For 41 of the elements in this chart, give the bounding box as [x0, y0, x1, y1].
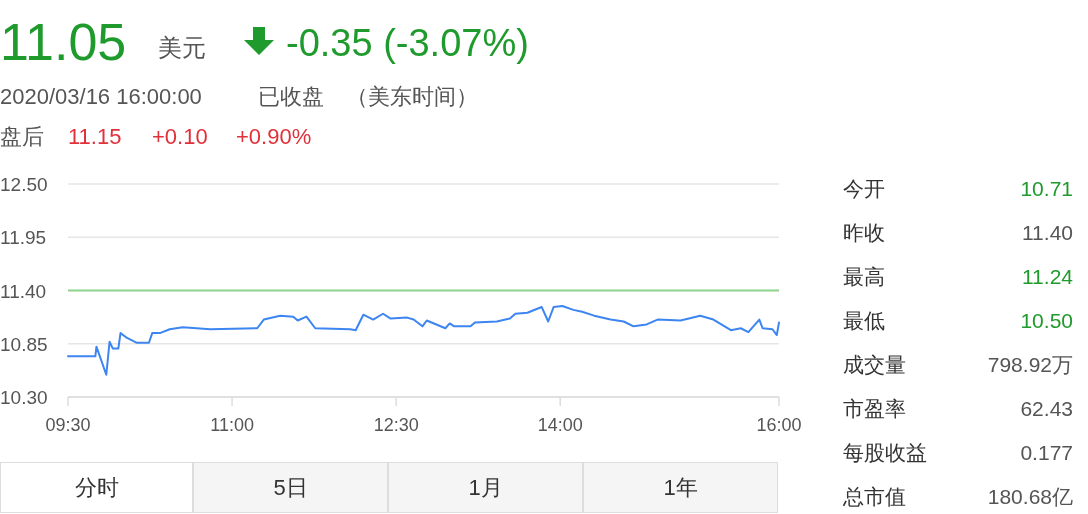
text: 1月: [468, 475, 503, 500]
x-tick-label: 12:30: [373, 415, 419, 435]
text: 成交量: [843, 353, 906, 376]
text: 今开: [843, 177, 885, 200]
text: +0.10: [152, 124, 208, 149]
text: （美东时间）: [346, 84, 478, 109]
y-tick-label: 10.30: [0, 387, 48, 408]
y-tick-label: 11.95: [0, 227, 47, 249]
line-series: [67, 304, 780, 376]
text: 11.05: [0, 13, 127, 71]
x-tick-label: 16:00: [756, 415, 802, 435]
text: 总市值: [842, 485, 906, 508]
x-tick-label: 14:00: [537, 415, 583, 435]
text: 市盈率: [843, 397, 906, 420]
text: 已收盘: [258, 84, 324, 109]
text: 62.43: [1020, 397, 1073, 420]
text: 盘后: [0, 124, 44, 149]
text: 2020/03/16 16:00:00: [0, 84, 202, 109]
text: 11.40: [1022, 221, 1073, 244]
y-tick-label: 12.50: [0, 174, 48, 195]
text: 10.71: [1020, 177, 1073, 200]
text: 昨收: [843, 221, 885, 244]
y-tick-label: 10.85: [0, 333, 48, 355]
text: +0.90%: [236, 124, 312, 149]
text: 最高: [843, 265, 885, 288]
text: 5日: [273, 475, 308, 500]
text: 0.177: [1020, 441, 1073, 464]
text: 11.24: [1022, 265, 1074, 288]
text: 美元: [158, 34, 206, 61]
text: 每股收益: [843, 441, 927, 464]
text: 1年: [663, 475, 698, 500]
text: 最低: [843, 309, 885, 332]
x-tick-label: 09:30: [45, 415, 91, 435]
text: 798.92万: [987, 353, 1073, 376]
text: 180.68亿: [987, 485, 1073, 508]
text: 11.15: [68, 124, 122, 149]
y-tick-label: 11.40: [0, 280, 47, 302]
text: -0.35 (-3.07%): [286, 22, 529, 64]
text: 分时: [74, 475, 119, 500]
x-tick-label: 11:00: [210, 415, 254, 435]
text: 10.50: [1020, 309, 1073, 332]
